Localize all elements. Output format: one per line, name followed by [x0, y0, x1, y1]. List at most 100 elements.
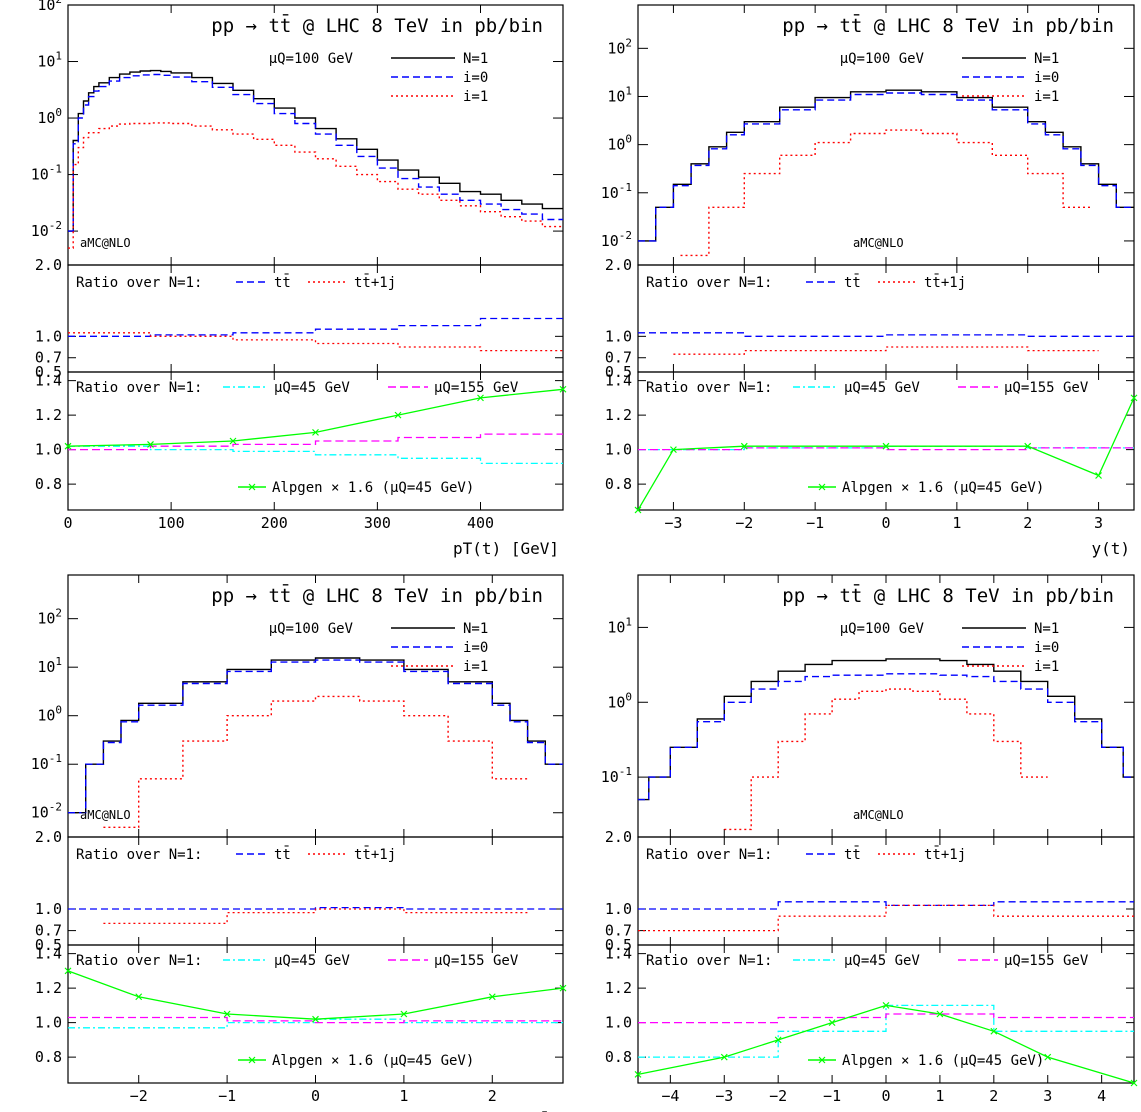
ratio1-label: Ratio over N=1:	[646, 275, 772, 291]
ratio2-y-tick-label: 1.2	[35, 979, 62, 997]
series-N1-line	[638, 89, 1134, 242]
alpgen-marker	[670, 446, 677, 454]
scale-label: μQ=100 GeV	[840, 621, 925, 637]
ratio2-y-tick-label: 0.8	[605, 475, 632, 493]
ratio2-y-tick-label: 1.0	[35, 441, 62, 459]
ratio1-legend-label: tt̄	[844, 845, 861, 863]
ratio1-legend-label: tt̄+1j	[354, 273, 396, 291]
ratio2-y-tick-label: 1.2	[35, 406, 62, 424]
ratio2-y-tick-label: 1.0	[605, 1014, 632, 1032]
y-tick-label: 10-2	[31, 801, 62, 822]
alpgen-marker	[64, 967, 72, 975]
alpgen-marker	[990, 1027, 998, 1035]
chart-panel-2: −3 −2 −1 0 1 2 3 y(t) 10-2 10-1 100 101 102 0.50.7 1.0…	[601, 4, 1138, 558]
ratio2-y-tick-label: 1.4	[605, 372, 632, 390]
x-tick-label: 3	[1043, 1087, 1052, 1105]
series-i1-line	[724, 688, 1048, 831]
x-tick-label: 0	[881, 1087, 890, 1105]
alpgen-marker	[312, 1015, 319, 1023]
ratio1-y-tick-label: 0.5	[605, 363, 632, 381]
ratio2-frame	[67, 371, 564, 511]
alpgen-marker	[1024, 442, 1032, 450]
ratio1-y-tick-label: 0.5	[605, 936, 632, 954]
x-tick-label: −3	[664, 514, 682, 532]
legend-label: i=1	[1034, 659, 1059, 675]
scale-label: μQ=100 GeV	[269, 51, 354, 67]
ratio2-series-line	[638, 1013, 1134, 1024]
series-i0-line	[68, 73, 563, 232]
y-tick-label: 102	[37, 607, 62, 628]
ratio2-series-line	[638, 1004, 1134, 1058]
x-tick-label: 0	[311, 1087, 320, 1105]
alpgen-marker	[1095, 472, 1102, 479]
legend-label: N=1	[1034, 621, 1059, 637]
alpgen-marker	[223, 1010, 231, 1018]
series-N1-line	[68, 657, 563, 814]
ratio1-y-tick-label: 1.0	[35, 327, 62, 345]
x-tick-label: 400	[467, 514, 494, 532]
ratio2-label: Ratio over N=1:	[646, 953, 772, 969]
ratio2-y-tick-label: 1.4	[35, 372, 62, 390]
legend-marker	[248, 483, 256, 491]
ratio2-series-line	[68, 1016, 563, 1024]
ratio1-label: Ratio over N=1:	[76, 847, 202, 863]
ratio2-legend-label: μQ=45 GeV	[274, 953, 350, 969]
ratio2-legend-label: μQ=155 GeV	[434, 953, 519, 969]
main-frame	[67, 574, 564, 838]
chart-panel-4: −4−3−2−101234η(j1)10-11001010.50.71.02.0…	[601, 574, 1138, 1105]
x-tick-label: 2	[989, 1087, 998, 1105]
legend-label: N=1	[463, 621, 488, 637]
ratio1-label: Ratio over N=1:	[76, 275, 202, 291]
x-tick-label: −1	[806, 514, 824, 532]
series-i0-line	[638, 673, 1134, 801]
ratio2-legend-label: μQ=45 GeV	[844, 953, 920, 969]
legend-label: i=1	[1034, 89, 1059, 105]
y-tick-label: 100	[607, 690, 632, 711]
y-tick-label: 10-1	[31, 752, 62, 773]
ratio1-series-line	[638, 904, 1134, 932]
ratio2-y-tick-label: 0.8	[605, 1048, 632, 1066]
ratio2-y-tick-label: 1.4	[605, 945, 632, 963]
ratio1-legend-label: tt̄	[274, 845, 291, 863]
series-N1-line	[68, 69, 563, 232]
x-tick-label: 3	[1094, 514, 1103, 532]
x-tick-label: −2	[735, 514, 753, 532]
ratio1-y-tick-label: 0.7	[605, 922, 632, 940]
x-tick-label: 100	[158, 514, 185, 532]
ratio2-y-tick-label: 1.0	[35, 1014, 62, 1032]
x-tick-label: −4	[661, 1087, 679, 1105]
alpgen-marker	[135, 993, 143, 1001]
y-tick-label: 101	[607, 84, 632, 105]
x-axis-label: y(t)	[1091, 539, 1130, 558]
y-tick-label: 10-1	[31, 163, 62, 184]
ratio2-y-tick-label: 1.2	[605, 979, 632, 997]
ratio2-y-tick-label: 0.8	[35, 1048, 62, 1066]
scale-label: μQ=100 GeV	[269, 621, 354, 637]
x-tick-label: 1	[399, 1087, 408, 1105]
ratio1-y-tick-label: 0.5	[35, 936, 62, 954]
alpgen-marker	[477, 394, 484, 402]
y-tick-label: 102	[37, 0, 62, 14]
y-tick-label: 10-1	[601, 181, 632, 202]
legend-label: i=1	[463, 89, 488, 105]
y-tick-label: 10-2	[31, 219, 62, 240]
y-tick-label: 102	[607, 36, 632, 57]
y-tick-label: 101	[607, 615, 632, 636]
ratio1-series-line	[68, 906, 563, 910]
series-i1-line	[103, 695, 528, 828]
ratio1-series-line	[638, 332, 1134, 337]
alpgen-marker	[936, 1010, 944, 1018]
legend-label: i=1	[463, 659, 488, 675]
legend-marker	[248, 1056, 256, 1064]
generator-tag: aMC@NLO	[853, 808, 904, 822]
ratio1-y-tick-label: 2.0	[35, 828, 62, 846]
process-title: pp → tt̄ @ LHC 8 TeV in pb/bin	[782, 12, 1114, 37]
ratio2-label: Ratio over N=1:	[76, 953, 202, 969]
ratio1-legend-label: tt̄+1j	[924, 273, 966, 291]
x-tick-label: 1	[952, 514, 961, 532]
ratio2-series-line	[68, 433, 563, 451]
x-tick-label: 0	[881, 514, 890, 532]
x-tick-label: −1	[823, 1087, 841, 1105]
process-title: pp → tt̄ @ LHC 8 TeV in pb/bin	[211, 582, 543, 607]
alpgen-marker	[1130, 1079, 1138, 1087]
